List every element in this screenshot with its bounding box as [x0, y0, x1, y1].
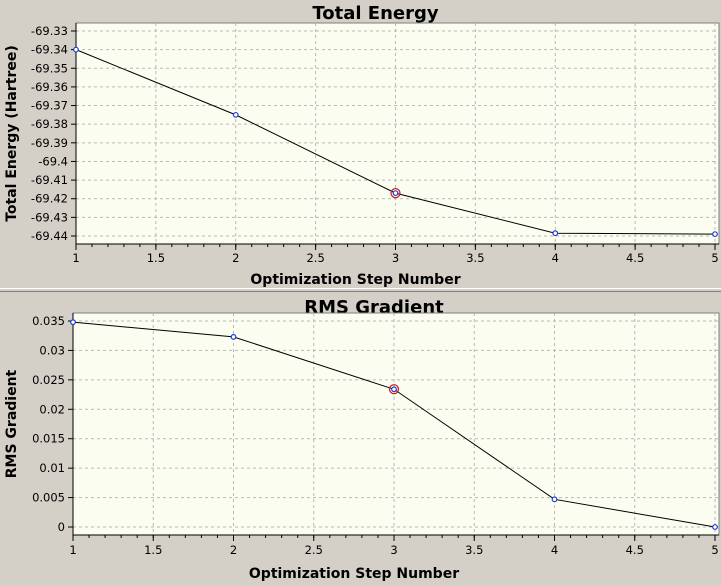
x-tick-label: 1 — [69, 543, 76, 557]
data-point[interactable] — [73, 46, 79, 53]
rms-gradient-chart[interactable]: RMS Gradient 1 1.5 2 2.5 3 3.5 4 4.5 5 0.035 0.03 0.… — [0, 292, 721, 586]
y-tick-label: -69.42 — [31, 192, 68, 206]
y-tick-label: 0.015 — [32, 432, 65, 446]
x-tick-label: 3.5 — [466, 251, 484, 265]
y-tick-label: -69.33 — [31, 24, 68, 38]
x-tick-label: 4 — [551, 543, 558, 557]
x-tick-label: 5 — [711, 543, 718, 557]
x-tick-label: 4.5 — [626, 251, 644, 265]
y-tick-label: -69.39 — [31, 136, 68, 150]
y-tick-label: 0 — [58, 520, 65, 534]
data-point[interactable] — [232, 111, 239, 118]
y-tick-label: 0.01 — [39, 461, 65, 475]
x-tick-label: 1 — [72, 251, 79, 265]
x-tick-label: 2 — [230, 543, 237, 557]
data-point[interactable] — [552, 230, 559, 237]
data-point[interactable] — [712, 524, 718, 530]
x-tick-label: 3.5 — [465, 543, 483, 557]
data-point[interactable] — [70, 319, 76, 326]
y-tick-label: 0.02 — [39, 402, 65, 416]
y-tick-label: -69.41 — [31, 173, 68, 187]
plot-area — [72, 312, 720, 536]
y-tick-label: -69.36 — [31, 80, 68, 94]
x-tick-label: 5 — [711, 251, 718, 265]
y-tick-label: 0.035 — [32, 314, 65, 328]
x-tick-label: 1.5 — [144, 543, 162, 557]
chart-title: Total Energy — [312, 3, 439, 24]
total-energy-panel: Total Energy 1 1.5 2 2.5 3 3.5 4 4.5 5 -69.33 -69.3… — [0, 0, 721, 288]
data-point[interactable] — [551, 496, 558, 503]
x-tick-label: 4.5 — [626, 543, 644, 557]
y-axis-label: RMS Gradient — [4, 369, 20, 478]
y-tick-label: -69.35 — [31, 61, 68, 75]
y-axis-label: Total Energy (Hartree) — [4, 45, 20, 222]
data-point[interactable] — [230, 333, 237, 340]
y-tick-label: -69.34 — [31, 43, 68, 57]
data-point[interactable] — [712, 231, 718, 238]
x-tick-label: 1.5 — [147, 251, 165, 265]
y-tick-label: -69.44 — [31, 229, 68, 243]
data-point[interactable] — [392, 190, 399, 197]
y-tick-label: -69.43 — [31, 210, 68, 224]
total-energy-chart[interactable]: Total Energy 1 1.5 2 2.5 3 3.5 4 4.5 5 -69.33 -69.3… — [0, 0, 721, 288]
x-axis-label: Optimization Step Number — [249, 566, 459, 582]
x-tick-label: 2.5 — [305, 543, 323, 557]
y-tick-label: -69.38 — [31, 117, 68, 131]
y-tick-label: -69.4 — [38, 154, 68, 168]
y-tick-label: 0.025 — [32, 373, 65, 387]
plot-area — [75, 22, 720, 245]
data-point[interactable] — [391, 386, 397, 393]
panel-splitter[interactable] — [0, 288, 721, 292]
x-tick-label: 3 — [392, 251, 399, 265]
x-tick-label: 2.5 — [306, 251, 324, 265]
y-tick-label: 0.03 — [39, 343, 65, 357]
highlighted-point-ring[interactable] — [388, 384, 400, 395]
x-tick-label: 4 — [552, 251, 559, 265]
highlighted-point-ring[interactable] — [390, 187, 401, 199]
x-axis-label: Optimization Step Number — [250, 272, 460, 288]
y-tick-label: 0.005 — [32, 491, 65, 505]
x-tick-label: 3 — [390, 543, 397, 557]
y-tick-label: -69.37 — [31, 99, 68, 113]
x-tick-label: 2 — [232, 251, 239, 265]
rms-gradient-panel: RMS Gradient 1 1.5 2 2.5 3 3.5 4 4.5 5 0.035 0.03 0.… — [0, 292, 721, 586]
